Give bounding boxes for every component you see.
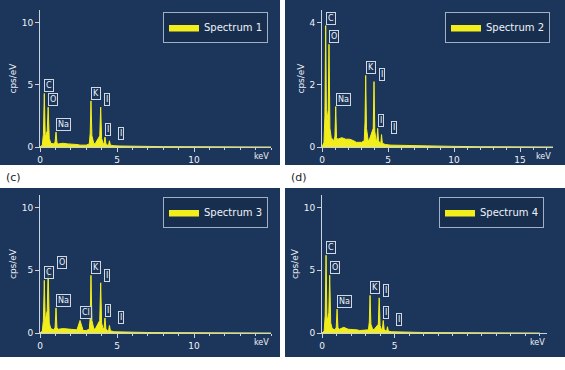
svg-text:0: 0	[319, 155, 325, 165]
svg-text:O: O	[332, 263, 338, 272]
svg-text:K: K	[93, 263, 99, 272]
svg-text:I: I	[106, 95, 108, 104]
svg-text:5: 5	[385, 155, 391, 165]
svg-text:5: 5	[392, 341, 398, 351]
svg-text:2: 2	[309, 80, 315, 90]
svg-text:(c): (c)	[6, 171, 21, 184]
svg-text:K: K	[93, 89, 99, 98]
svg-text:I: I	[120, 313, 122, 322]
svg-text:5: 5	[114, 155, 120, 165]
svg-text:10: 10	[448, 155, 460, 165]
svg-text:C: C	[46, 268, 52, 277]
svg-text:5: 5	[27, 80, 33, 90]
svg-text:O: O	[50, 95, 56, 104]
svg-text:C: C	[46, 81, 52, 90]
svg-text:O: O	[59, 258, 65, 267]
svg-text:I: I	[107, 306, 109, 315]
svg-text:0: 0	[319, 341, 325, 351]
svg-text:keV: keV	[254, 152, 269, 161]
svg-text:Spectrum 4: Spectrum 4	[480, 207, 538, 218]
svg-text:Spectrum 1: Spectrum 1	[204, 22, 262, 33]
svg-text:C: C	[328, 14, 334, 23]
svg-text:I: I	[380, 116, 382, 125]
svg-text:Na: Na	[58, 120, 69, 129]
svg-text:I: I	[385, 286, 387, 295]
svg-text:K: K	[372, 283, 378, 292]
svg-text:I: I	[381, 70, 383, 79]
svg-text:10: 10	[22, 18, 34, 28]
svg-text:Na: Na	[339, 297, 350, 306]
svg-text:cps/eV: cps/eV	[296, 63, 306, 94]
svg-text:I: I	[106, 271, 108, 280]
svg-text:0: 0	[309, 142, 315, 152]
svg-text:5: 5	[114, 341, 120, 351]
svg-text:I: I	[393, 123, 395, 132]
svg-text:keV: keV	[254, 338, 269, 347]
svg-text:I: I	[120, 129, 122, 138]
svg-text:Cl: Cl	[82, 308, 90, 317]
svg-text:I: I	[107, 125, 109, 134]
svg-text:I: I	[385, 308, 387, 317]
svg-text:Na: Na	[338, 95, 349, 104]
svg-text:0: 0	[37, 341, 43, 351]
svg-text:Spectrum 3: Spectrum 3	[204, 207, 262, 218]
svg-text:0: 0	[27, 328, 33, 338]
svg-text:keV: keV	[536, 152, 551, 161]
svg-text:C: C	[328, 243, 334, 252]
svg-text:O: O	[331, 32, 337, 41]
svg-text:0: 0	[37, 155, 43, 165]
svg-text:10: 10	[22, 203, 34, 213]
svg-text:0: 0	[309, 328, 315, 338]
svg-text:(d): (d)	[291, 171, 307, 184]
svg-text:5: 5	[309, 265, 315, 275]
svg-text:15: 15	[514, 155, 525, 165]
svg-text:keV: keV	[530, 338, 545, 347]
svg-text:cps/eV: cps/eV	[8, 248, 18, 279]
svg-text:10: 10	[188, 155, 200, 165]
svg-text:cps/eV: cps/eV	[290, 248, 300, 279]
svg-text:4: 4	[309, 18, 315, 28]
svg-text:0: 0	[27, 142, 33, 152]
svg-text:K: K	[368, 63, 374, 72]
svg-text:Na: Na	[58, 296, 69, 305]
svg-text:cps/eV: cps/eV	[8, 63, 18, 94]
svg-text:10: 10	[188, 341, 200, 351]
svg-text:Spectrum 2: Spectrum 2	[486, 22, 544, 33]
svg-text:I: I	[398, 315, 400, 324]
svg-text:10: 10	[304, 203, 316, 213]
svg-text:5: 5	[27, 265, 33, 275]
